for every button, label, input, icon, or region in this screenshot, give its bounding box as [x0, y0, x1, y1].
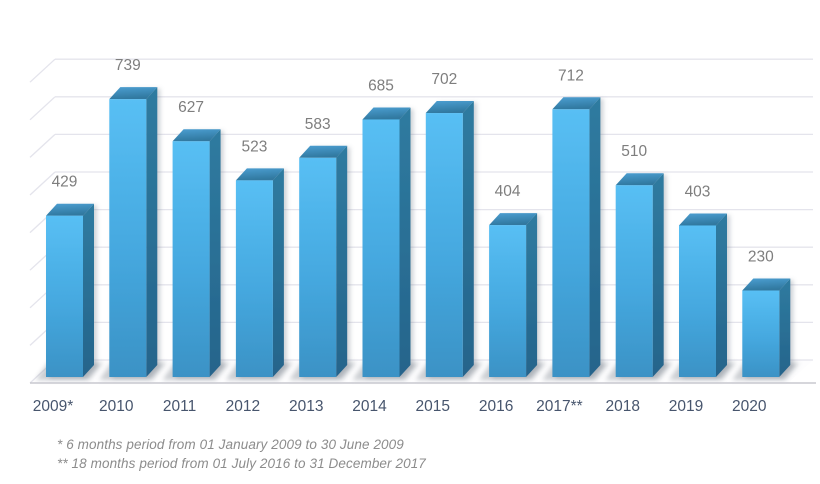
bar-2015: [425, 101, 474, 377]
bar-side-face: [716, 213, 727, 377]
bar-side-face: [399, 107, 411, 377]
bar-top-face: [615, 173, 664, 186]
footnotes: * 6 months period from 01 January 2009 t…: [57, 435, 426, 473]
bar-2011: [172, 129, 221, 377]
bar-2020: [742, 278, 791, 377]
category-label-2010: 2010: [99, 398, 134, 415]
value-label-2018: 510: [621, 143, 647, 160]
category-label-2013: 2013: [289, 398, 323, 415]
bar-2014: [362, 107, 411, 377]
bar-front-face: [235, 180, 273, 377]
gridline-sidewall-600: [29, 133, 56, 158]
category-label-2017**: 2017**: [536, 398, 583, 415]
gridline-sidewall-800: [29, 58, 56, 83]
bar-top-face: [742, 278, 791, 291]
category-label-2016: 2016: [479, 398, 513, 415]
bar-front-face: [742, 290, 780, 377]
bar-front-face: [489, 225, 527, 377]
bar-front-face: [362, 119, 400, 377]
bar-side-face: [209, 129, 221, 377]
value-label-2009*: 429: [52, 174, 78, 191]
bar-top-face: [172, 129, 221, 142]
value-labels: 429 739 627 523 583 685 702 404 712 510 403 230: [52, 57, 775, 265]
bar-side-face: [652, 173, 664, 377]
footnote-1: * 6 months period from 01 January 2009 t…: [57, 437, 404, 452]
bar-top-face: [299, 145, 348, 158]
bar-front-face: [109, 99, 147, 378]
bar-top-face: [362, 107, 411, 120]
bar-front-face: [172, 141, 210, 377]
bar-2010: [109, 87, 158, 378]
bar-side-face: [462, 101, 474, 377]
bar-front-face: [679, 225, 716, 377]
bar-front-face: [615, 185, 653, 377]
bar-front-face: [425, 113, 463, 377]
bar-side-face: [526, 213, 538, 377]
bar-front-face: [46, 215, 83, 377]
bar-2016: [489, 213, 538, 377]
bar-top-face: [235, 168, 284, 181]
bar-2009*: [46, 203, 94, 377]
value-label-2012: 523: [241, 138, 267, 155]
category-label-2015: 2015: [416, 398, 450, 415]
value-label-2010: 739: [115, 57, 141, 74]
bar-side-face: [83, 203, 94, 377]
value-label-2014: 685: [368, 77, 394, 94]
bar-2018: [615, 173, 664, 377]
category-label-2009*: 2009*: [33, 398, 74, 415]
bar-top-face: [552, 97, 601, 110]
category-label-2014: 2014: [352, 398, 387, 415]
value-label-2015: 702: [431, 71, 457, 88]
footnote-2: ** 18 months period from 01 July 2016 to…: [57, 456, 426, 471]
gridline-sidewall-500: [29, 171, 56, 196]
bar-front-face: [552, 109, 590, 378]
bar-top-face: [489, 213, 538, 226]
category-label-2012: 2012: [226, 398, 260, 415]
category-labels: 2009* 2010 2011 2012 2013 2014 2015 2016 2017** 2…: [33, 398, 767, 415]
value-label-2016: 404: [495, 183, 521, 200]
value-label-2019: 403: [685, 183, 711, 200]
bar-2017**: [552, 97, 601, 378]
bar-front-face: [299, 157, 337, 377]
bars: [46, 87, 791, 378]
value-label-2020: 230: [748, 249, 774, 266]
bar-top-face: [679, 213, 727, 226]
bar-top-face: [425, 101, 474, 114]
bar-2012: [235, 168, 284, 377]
bar-side-face: [272, 168, 284, 377]
bar-side-face: [146, 87, 158, 378]
category-label-2018: 2018: [605, 398, 639, 415]
value-label-2017**: 712: [558, 67, 584, 84]
bar-side-face: [589, 97, 601, 378]
bar-side-face: [336, 145, 348, 377]
value-label-2013: 583: [305, 116, 331, 133]
bar-2019: [679, 213, 727, 377]
category-label-2020: 2020: [732, 398, 767, 415]
bar-top-face: [109, 87, 158, 100]
bar-top-face: [46, 203, 94, 216]
category-label-2011: 2011: [163, 398, 196, 415]
bar-side-face: [779, 278, 791, 377]
value-label-2011: 627: [178, 99, 204, 116]
category-label-2019: 2019: [669, 398, 703, 415]
bar-2013: [299, 145, 348, 377]
gridline-sidewall-700: [29, 96, 56, 121]
